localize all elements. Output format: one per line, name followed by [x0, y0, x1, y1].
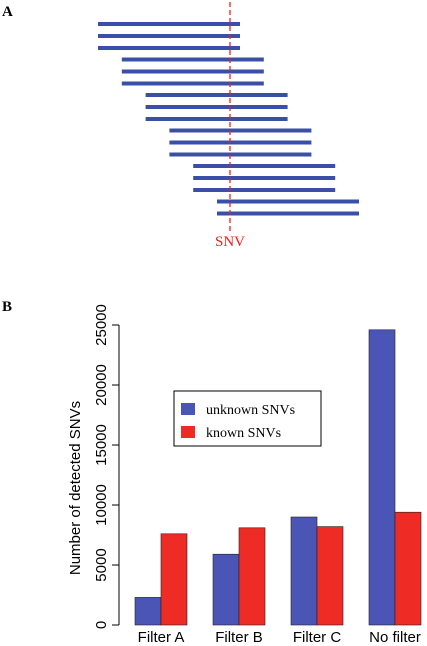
y-axis-label: Number of detected SNVs — [67, 401, 84, 575]
bar-2-0 — [290, 516, 318, 626]
legend-label-known: known SNVs — [206, 426, 281, 441]
y-tick-label: 0 — [93, 621, 110, 629]
bar-0-0 — [134, 597, 162, 626]
legend-swatch-unknown — [181, 403, 195, 415]
legend-swatch-known — [181, 426, 195, 438]
y-tick-label: 15000 — [93, 424, 110, 466]
x-axis-labels: Filter A Filter B Filter C No filter — [138, 629, 421, 646]
y-tick-label: 10000 — [93, 484, 110, 526]
bar-3-1 — [394, 511, 422, 626]
read-alignment-diagram: SNV — [98, 2, 359, 250]
bar-1-0 — [212, 553, 240, 626]
x-tick-label: Filter B — [215, 629, 263, 646]
x-tick-label: No filter — [369, 629, 421, 646]
bars — [134, 329, 422, 626]
y-tick-label: 20000 — [93, 364, 110, 406]
y-tick-label: 25000 — [93, 304, 110, 346]
y-tick-label: 5000 — [93, 548, 110, 581]
y-axis: 0 5000 10000 15000 20000 25000 — [93, 304, 120, 629]
x-tick-label: Filter C — [293, 629, 342, 646]
bar-3-0 — [368, 329, 396, 626]
panel-a-label: A — [2, 4, 13, 20]
bar-1-1 — [238, 527, 266, 626]
panel-b-label: B — [2, 299, 13, 315]
bar-0-1 — [160, 533, 188, 626]
x-tick-label: Filter A — [138, 629, 185, 646]
legend-box — [173, 390, 322, 447]
snv-label: SNV — [215, 234, 245, 250]
sequencing-reads — [98, 22, 359, 216]
bar-2-1 — [316, 526, 344, 626]
legend: unknown SNVs known SNVs — [173, 390, 322, 447]
legend-label-unknown: unknown SNVs — [206, 403, 295, 418]
